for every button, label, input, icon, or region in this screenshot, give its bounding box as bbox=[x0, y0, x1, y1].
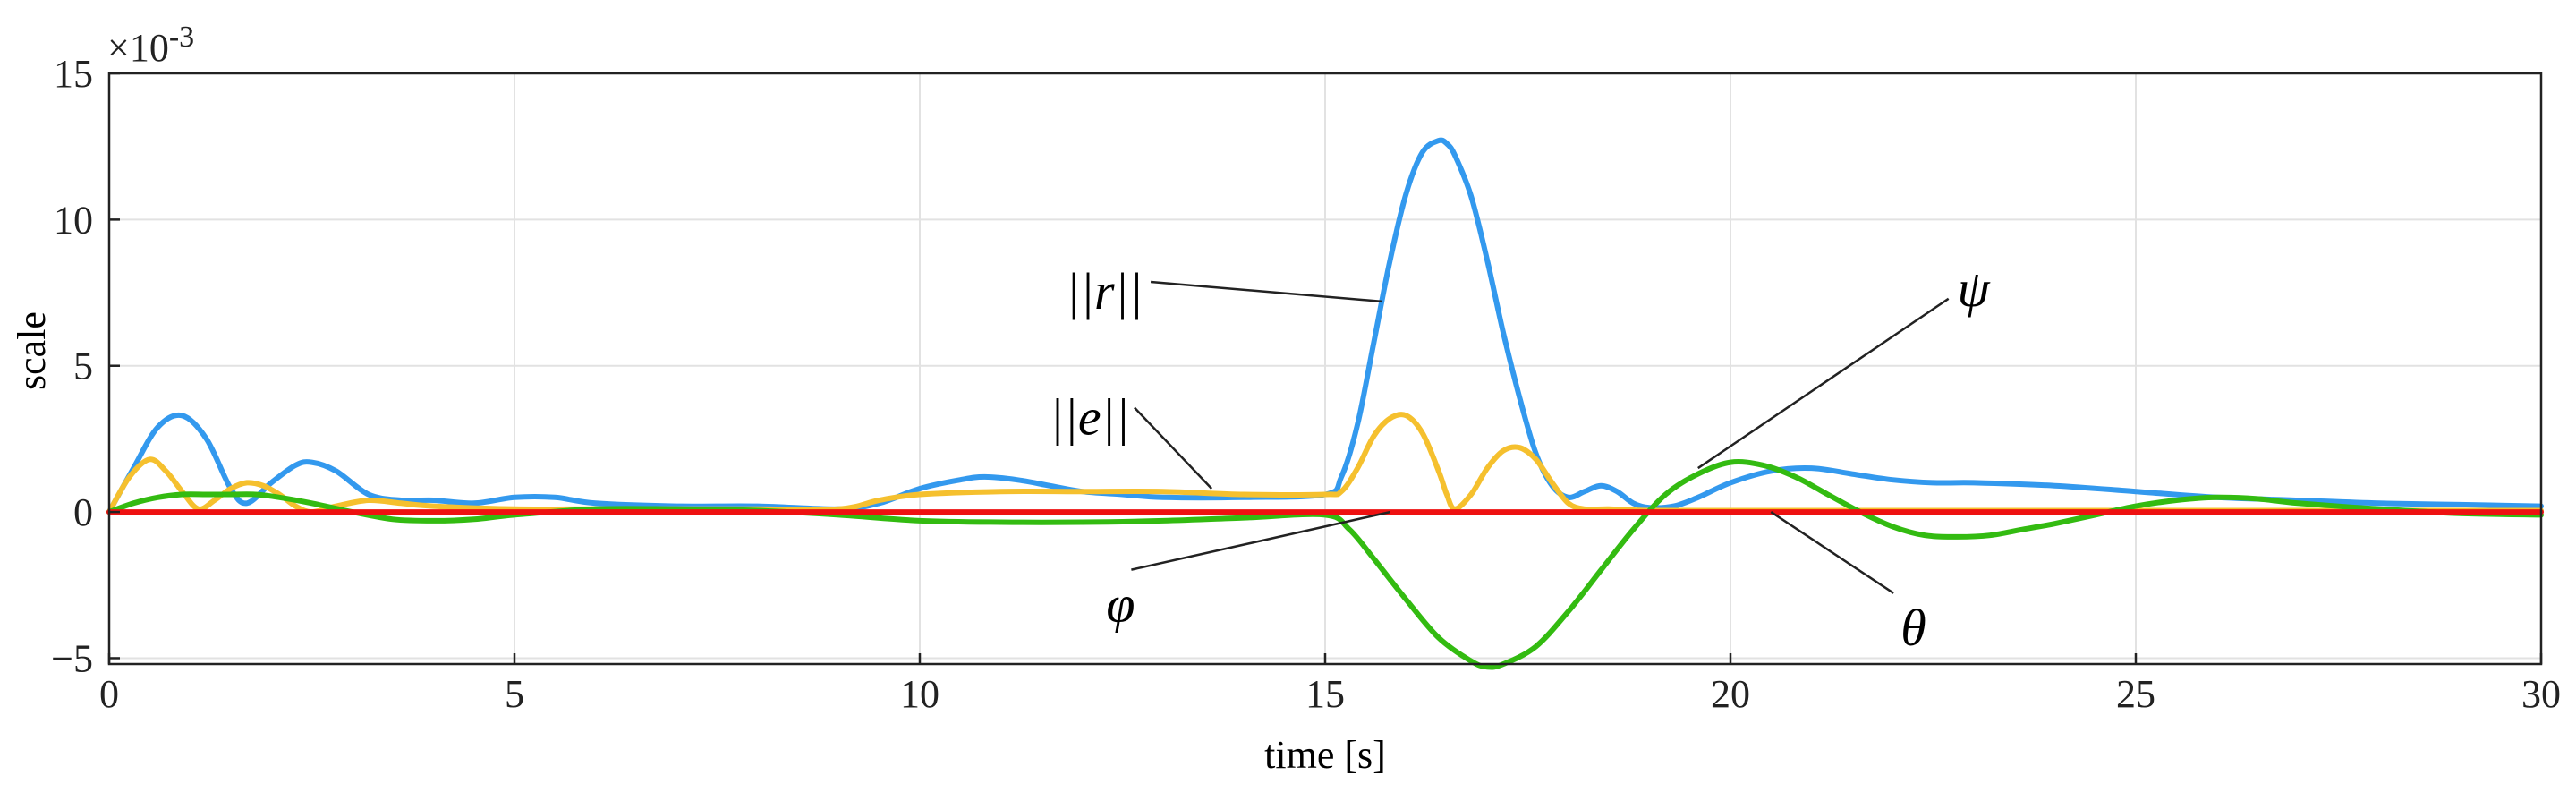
x-tick-label: 25 bbox=[2116, 672, 2155, 716]
x-tick-label: 10 bbox=[900, 672, 939, 716]
exponent-label: ×10-3 bbox=[107, 21, 194, 70]
series-line-2 bbox=[106, 459, 2544, 670]
y-tick-label: 15 bbox=[54, 52, 93, 96]
annotations: ||r|| ||e|| ψ φ θ bbox=[1050, 260, 1991, 657]
annotation-leader-3 bbox=[1131, 510, 1390, 571]
y-tick-label: 0 bbox=[73, 490, 93, 534]
x-tick-label: 0 bbox=[99, 672, 119, 716]
series-layer bbox=[106, 137, 2544, 670]
y-tick-label: 5 bbox=[73, 345, 93, 388]
annotation-leader-4 bbox=[1770, 511, 1894, 594]
y-tick-label: 10 bbox=[54, 198, 93, 242]
annotation-leader-2 bbox=[1697, 297, 1950, 470]
annotation-label-2: ψ bbox=[1958, 260, 1991, 318]
annotation-leader-1 bbox=[1134, 406, 1213, 490]
annotation-label-4: θ bbox=[1900, 599, 1926, 657]
x-tick-label: 30 bbox=[2521, 672, 2561, 716]
x-axis-label: time [s] bbox=[1264, 733, 1386, 777]
annotation-label-3: φ bbox=[1106, 575, 1135, 634]
exponent-power: -3 bbox=[169, 21, 194, 54]
series-line-0 bbox=[106, 137, 2544, 515]
x-tick-label: 5 bbox=[505, 672, 524, 716]
y-axis-label: scale bbox=[10, 311, 54, 390]
annotation-leader-0 bbox=[1150, 280, 1382, 303]
annotation-label-0: ||r|| bbox=[1066, 262, 1143, 320]
annotation-label-1: ||e|| bbox=[1050, 388, 1130, 447]
x-tick-label: 15 bbox=[1305, 672, 1345, 716]
y-tick-label: −5 bbox=[51, 636, 93, 680]
grid-lines bbox=[109, 72, 2541, 664]
x-tick-label: 20 bbox=[1711, 672, 1750, 716]
